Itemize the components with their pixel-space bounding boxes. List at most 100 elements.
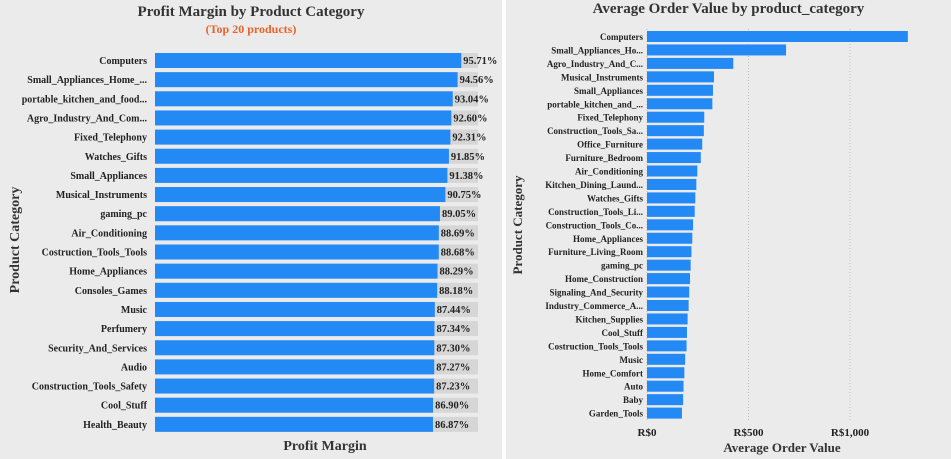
aov-bar <box>647 326 687 338</box>
margin-bar <box>155 378 435 394</box>
category-label: Home_Construction <box>565 274 643 284</box>
average-order-value-chart-title: Average Order Value by product_category <box>592 1 865 17</box>
x-axis-title: Profit Margin <box>283 439 367 454</box>
margin-bar <box>155 340 435 356</box>
margin-value-label: 88.68% <box>441 248 475 259</box>
category-label: Small_Appliances <box>574 86 644 96</box>
margin-value-label: 88.69% <box>441 228 475 239</box>
margin-value-label: 88.18% <box>439 286 473 297</box>
category-label: Home_Appliances <box>69 267 147 278</box>
aov-bar <box>647 273 691 285</box>
category-label: Musical_Instruments <box>56 190 147 201</box>
category-label: Signaling_And_Security <box>549 288 643 298</box>
category-label: Health_Beauty <box>83 420 147 431</box>
category-label: Auto <box>624 382 644 392</box>
profit-margin-chart-panel: Profit Margin by Product Category (Top 2… <box>0 0 502 459</box>
aov-bar <box>647 178 697 190</box>
category-label: Construction_Tools_Li... <box>548 207 643 217</box>
category-label: Audio <box>121 362 147 373</box>
category-label: Music <box>121 305 148 316</box>
margin-bar <box>155 72 458 88</box>
category-label: Kitchen_Dining_Laund... <box>545 180 643 190</box>
category-label: Air_Conditioning <box>575 167 644 177</box>
aov-bar <box>647 165 698 177</box>
margin-value-label: 89.05% <box>442 209 476 220</box>
margin-value-label: 87.30% <box>436 343 470 354</box>
aov-bar <box>647 138 703 150</box>
category-label: Construction_Tools_Co... <box>546 220 643 230</box>
profit-margin-chart: Computers 95.71% Small_Appliances_Home_...… <box>8 53 497 454</box>
aov-bar <box>647 394 684 406</box>
category-label: Costruction_Tools_Tools <box>548 341 643 351</box>
margin-bar <box>155 187 446 203</box>
category-label: gaming_pc <box>100 209 147 220</box>
category-label: Security_And_Services <box>48 343 147 354</box>
x-tick-label: R$1,000 <box>831 427 870 439</box>
average-order-value-chart: R$0 R$500 R$1,000 Computers Small_Appliances… <box>510 29 908 455</box>
margin-value-label: 87.44% <box>437 305 471 316</box>
category-label: Home_Comfort <box>583 368 643 378</box>
margin-bar <box>155 244 439 260</box>
category-label: Agro_Industry_And_Com... <box>27 113 148 124</box>
aov-bar <box>647 286 690 298</box>
category-label: Agro_Industry_And_C... <box>547 59 643 69</box>
aov-bar <box>647 152 701 164</box>
margin-bar <box>155 110 452 126</box>
margin-value-label: 91.85% <box>451 152 485 163</box>
category-label: Garden_Tools <box>589 409 644 419</box>
aov-bar <box>647 313 688 325</box>
category-label: Music <box>620 355 644 365</box>
aov-bar <box>647 57 734 69</box>
category-label: Computers <box>99 56 147 67</box>
category-label: Consoles_Games <box>75 286 147 297</box>
category-label: Baby <box>623 395 644 405</box>
margin-value-label: 87.23% <box>436 382 470 393</box>
x-tick-label: R$500 <box>734 427 764 439</box>
margin-bar <box>155 397 434 413</box>
category-label: Fixed_Telephony <box>74 133 147 144</box>
category-label: portable_kitchen_and_... <box>547 99 643 109</box>
aov-bar <box>647 232 693 244</box>
margin-value-label: 91.38% <box>449 171 483 182</box>
margin-value-label: 95.71% <box>463 56 497 67</box>
aov-bar <box>647 192 696 204</box>
margin-value-label: 86.90% <box>435 401 469 412</box>
aov-bar <box>647 300 689 311</box>
category-label: Kitchen_Supplies <box>575 314 643 324</box>
margin-value-label: 92.60% <box>453 113 487 124</box>
margin-value-label: 92.31% <box>452 133 486 144</box>
category-label: Computers <box>600 32 643 42</box>
profit-margin-chart-subtitle: (Top 20 products) <box>205 22 297 36</box>
category-label: Small_Appliances_Home_... <box>27 75 147 86</box>
aov-bar <box>647 44 787 56</box>
category-label: Fixed_Telephony <box>577 113 643 123</box>
category-label: portable_kitchen_and_food... <box>22 94 148 105</box>
aov-bar <box>647 98 713 110</box>
average-order-value-chart-panel: Average Order Value by product_category … <box>506 0 951 459</box>
margin-bar <box>155 129 451 145</box>
margin-bar <box>155 53 462 68</box>
aov-bar <box>647 71 714 83</box>
margin-value-label: 94.56% <box>460 75 494 86</box>
aov-bar <box>647 259 691 271</box>
margin-value-label: 88.29% <box>440 267 474 278</box>
category-label: Musical_Instruments <box>561 72 643 82</box>
margin-value-label: 90.75% <box>447 190 481 201</box>
margin-bar <box>155 167 448 183</box>
category-label: Perfumery <box>101 324 147 335</box>
aov-bar <box>647 111 705 123</box>
category-label: Home_Appliances <box>573 234 643 244</box>
aov-bar <box>647 219 694 231</box>
category-label: Cool_Stuff <box>101 401 148 412</box>
category-label: Furniture_Bedroom <box>565 153 643 163</box>
category-label: Costruction_Tools_Tools <box>42 248 148 259</box>
margin-value-label: 86.87% <box>435 420 469 431</box>
aov-bar <box>647 367 685 379</box>
category-label: Construction_Tools_Sa... <box>547 126 643 136</box>
category-label: Small_Appliances_Ho... <box>551 45 643 55</box>
y-axis-title: Product Category <box>510 175 525 275</box>
aov-bar <box>647 340 687 352</box>
category-label: gaming_pc <box>601 261 643 271</box>
aov-bar <box>647 353 686 365</box>
aov-bar <box>647 84 713 96</box>
